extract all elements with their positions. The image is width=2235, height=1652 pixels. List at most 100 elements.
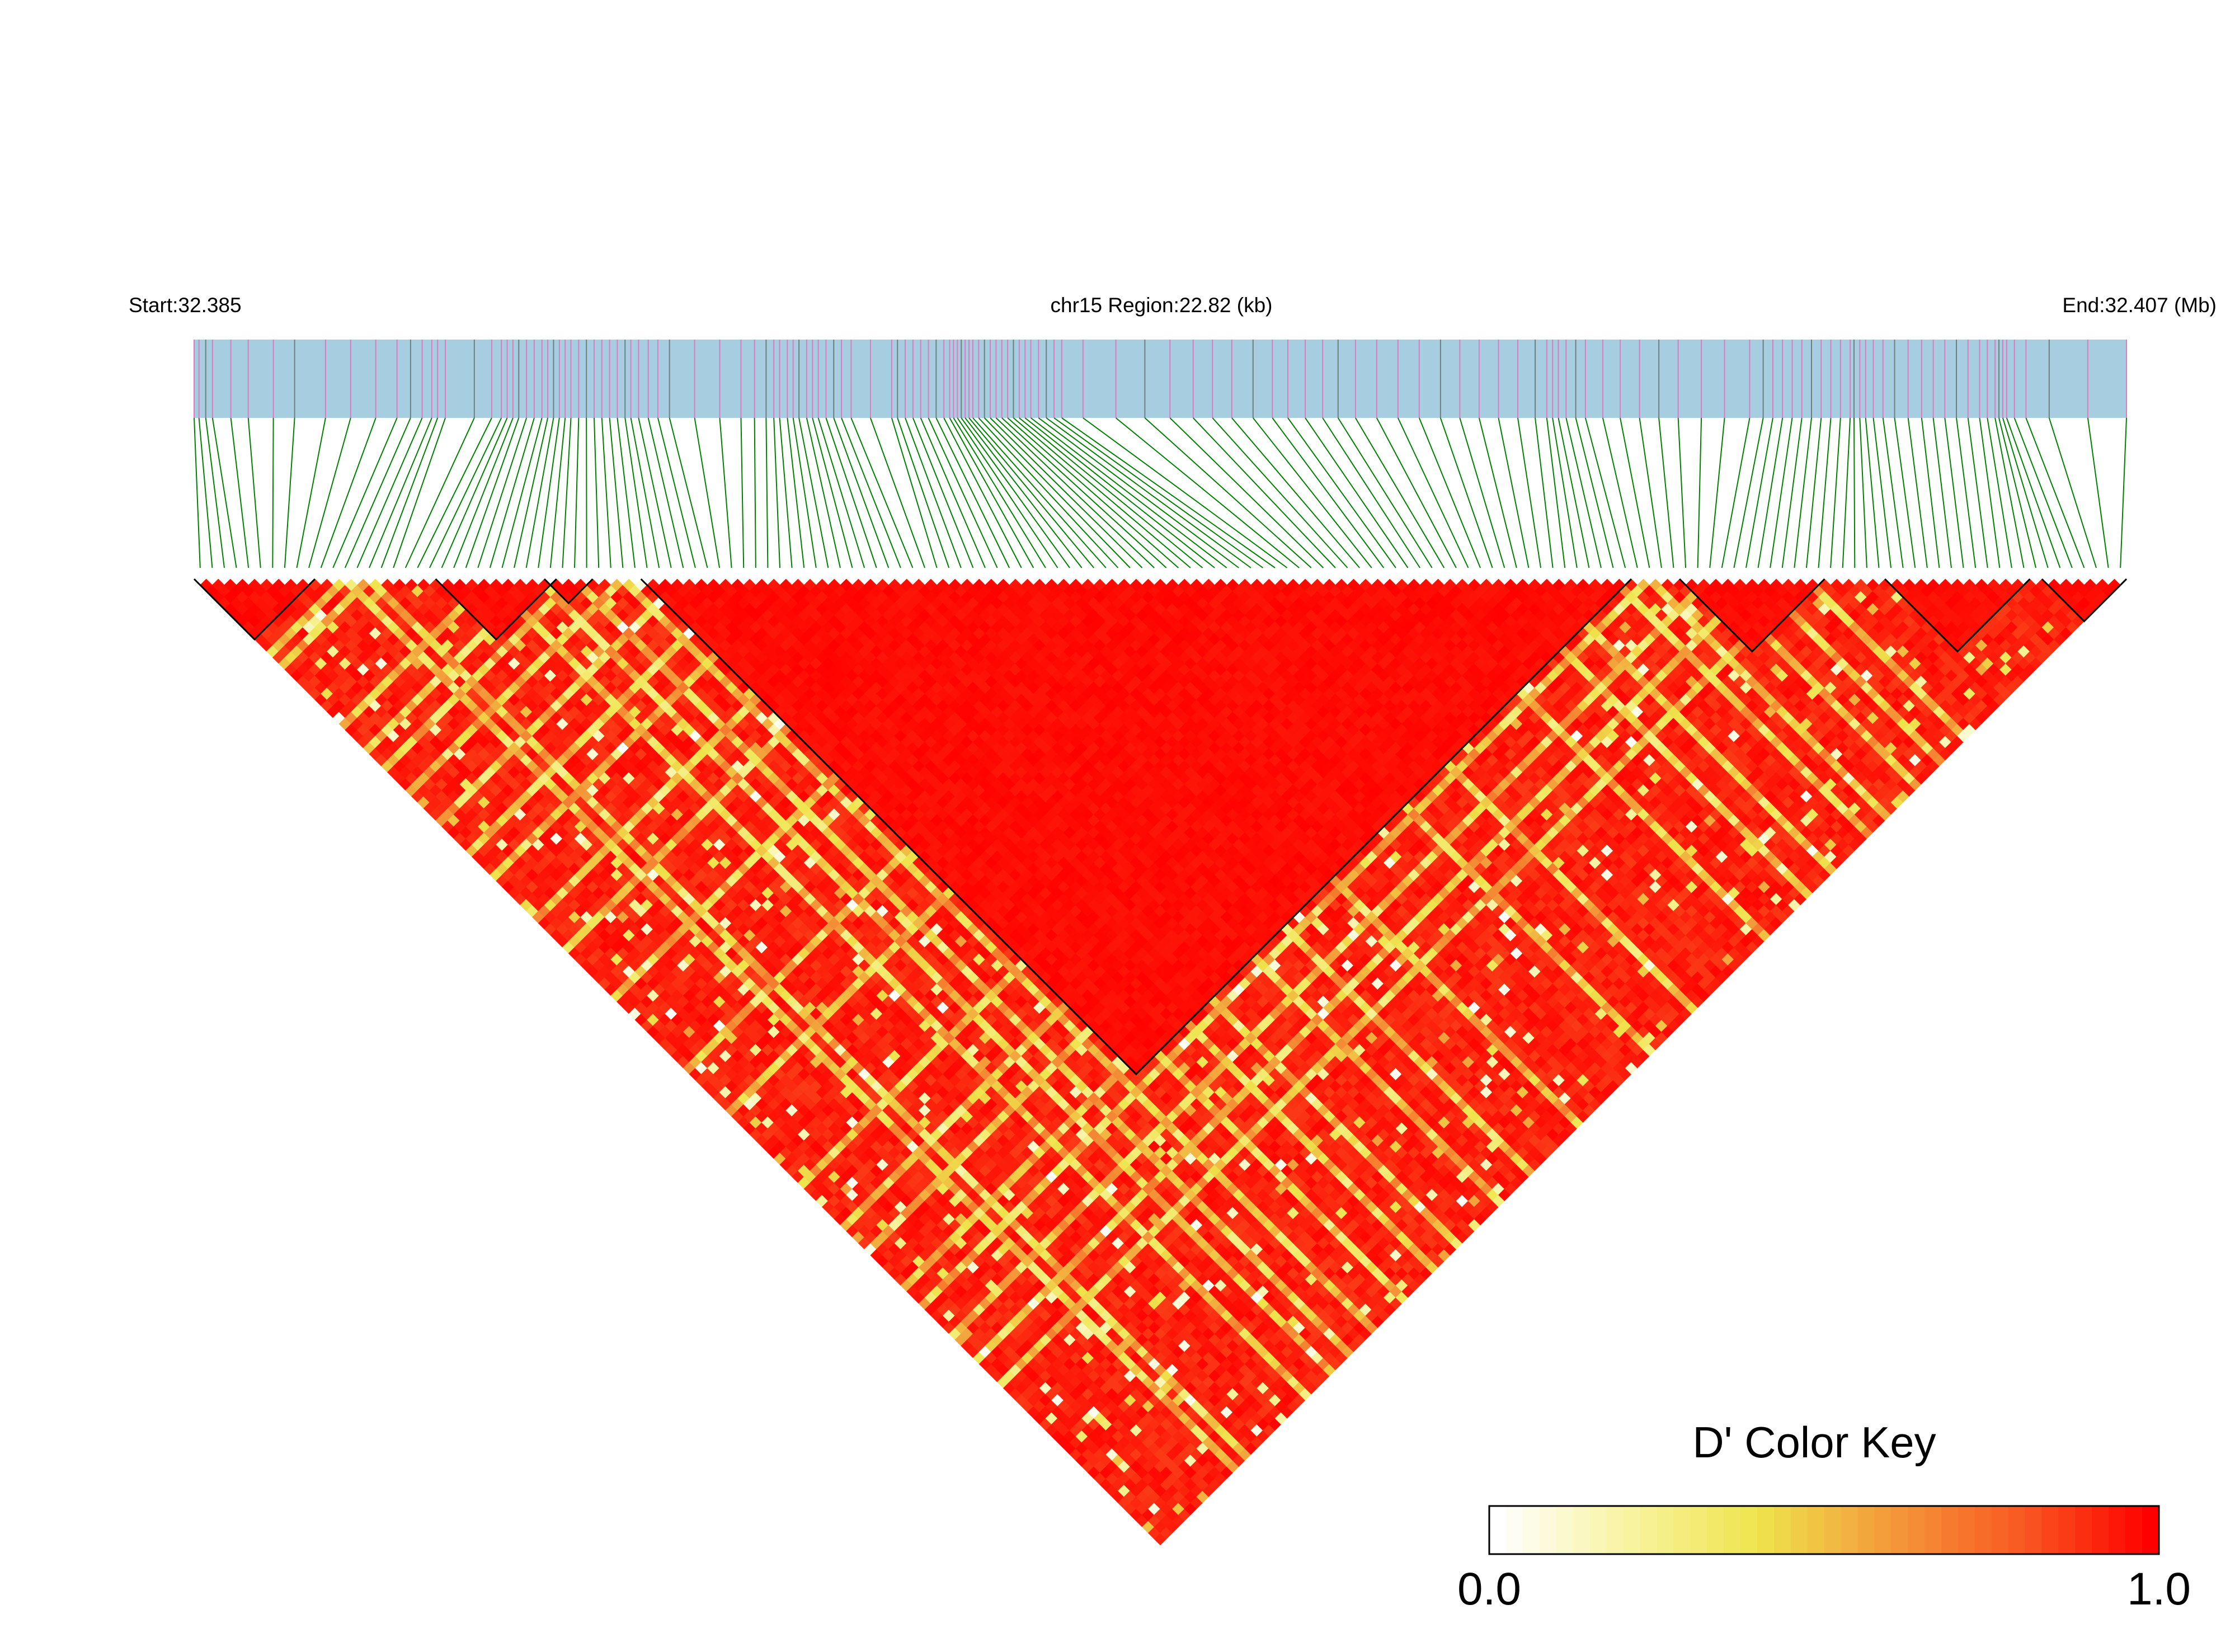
snp-connector xyxy=(1794,417,1812,568)
snp-connector xyxy=(740,417,745,568)
snp-connector xyxy=(320,417,377,568)
snp-connector xyxy=(669,417,708,568)
snp-connector xyxy=(798,417,829,568)
snp-connector xyxy=(1517,417,1541,568)
snp-connector xyxy=(1272,417,1385,568)
snp-connector xyxy=(441,417,508,568)
region-end-label: End:32.407 (Mb) xyxy=(2062,294,2217,317)
snp-connector xyxy=(841,417,901,568)
snp-connector xyxy=(1979,417,2001,568)
snp-connector xyxy=(1169,417,1324,568)
snp-connector xyxy=(961,417,1070,568)
snp-connector xyxy=(765,417,769,568)
snp-connector xyxy=(211,417,237,568)
snp-connector xyxy=(1584,417,1626,568)
snp-connector xyxy=(525,417,554,568)
snp-connector xyxy=(2013,417,2073,568)
snp-connector xyxy=(393,417,446,568)
snp-connector xyxy=(1998,417,2037,568)
snp-connector xyxy=(198,417,213,568)
snp-connector xyxy=(1013,417,1191,568)
snp-connector xyxy=(1552,417,1578,568)
region-start-label: Start:32.385 xyxy=(129,294,242,317)
snp-connector xyxy=(617,417,636,568)
snp-connector xyxy=(1115,417,1300,568)
snp-connector xyxy=(850,417,914,568)
snp-connector xyxy=(953,417,1046,568)
snp-connector xyxy=(1019,417,1203,568)
snp-connector xyxy=(1781,417,1803,568)
snp-connector xyxy=(1192,417,1336,568)
snp-connector xyxy=(1558,417,1590,568)
snp-connector xyxy=(593,417,600,568)
snp-connector xyxy=(574,417,580,568)
snp-connector xyxy=(1305,417,1409,568)
snp-connector xyxy=(1658,417,1674,568)
snp-connector xyxy=(773,417,780,568)
snp-connector xyxy=(825,417,877,568)
snp-connector xyxy=(601,417,611,568)
snp-connector xyxy=(1337,417,1433,568)
snp-connector xyxy=(995,417,1155,568)
snp-connector xyxy=(1709,417,1725,568)
snp-connector xyxy=(1231,417,1360,568)
snp-connector xyxy=(1001,417,1167,568)
snp-connector xyxy=(1697,417,1702,568)
snp-connector xyxy=(1620,417,1650,568)
snp-connector xyxy=(943,417,1022,568)
snp-connector xyxy=(984,417,1131,568)
snp-connector xyxy=(1677,417,1687,568)
snp-connector xyxy=(514,417,549,568)
snp-connector xyxy=(2087,417,2109,568)
snp-connector xyxy=(1007,417,1179,568)
snp-connector xyxy=(429,417,502,568)
snp-connector xyxy=(1535,417,1554,568)
snp-connector xyxy=(1853,417,1856,568)
snp-connector xyxy=(1376,417,1457,568)
snp-connector xyxy=(833,417,890,568)
snp-connector xyxy=(1865,417,1880,568)
snp-connector xyxy=(2002,417,2049,568)
snp-connector xyxy=(657,417,696,568)
snp-connector xyxy=(549,417,566,568)
snp-connector xyxy=(1805,417,1822,568)
snp-connector xyxy=(369,417,432,568)
snp-connector xyxy=(332,417,398,568)
snp-connector xyxy=(920,417,986,568)
snp-connector xyxy=(694,417,721,568)
snp-connector xyxy=(1967,417,1988,568)
snp-connector xyxy=(1546,417,1566,568)
snp-connector xyxy=(247,417,261,568)
snp-connector xyxy=(935,417,1010,568)
snp-connector xyxy=(1038,417,1239,568)
snp-connector xyxy=(1818,417,1832,568)
snp-connector xyxy=(1639,417,1662,568)
snp-connector xyxy=(2006,417,2061,568)
snp-connector xyxy=(417,417,492,568)
snp-connector xyxy=(949,417,1034,568)
snp-connector xyxy=(562,417,572,568)
snp-connector xyxy=(1733,417,1764,568)
snp-connector xyxy=(501,417,543,568)
snp-connector xyxy=(912,417,974,568)
snp-connector xyxy=(1287,417,1396,568)
snp-connector xyxy=(1745,417,1773,568)
snp-connector xyxy=(1144,417,1312,568)
snp-connector xyxy=(624,417,648,568)
snp-connector xyxy=(1575,417,1614,568)
snp-connector xyxy=(1757,417,1784,568)
snp-connector xyxy=(284,417,295,568)
snp-connector xyxy=(754,417,756,568)
snp-connector xyxy=(1322,417,1420,568)
snp-connector xyxy=(630,417,660,568)
region-title-label: chr15 Region:22.82 (kb) xyxy=(1051,294,1273,317)
snp-connector xyxy=(806,417,841,568)
snp-connector xyxy=(404,417,475,568)
snp-connector xyxy=(1602,417,1638,568)
snp-connector xyxy=(1061,417,1276,568)
snp-connector xyxy=(1024,417,1215,568)
snp-connector xyxy=(194,417,201,568)
snp-connector xyxy=(1830,417,1841,568)
snp-connector xyxy=(1053,417,1264,568)
snp-connector xyxy=(1907,417,1928,568)
